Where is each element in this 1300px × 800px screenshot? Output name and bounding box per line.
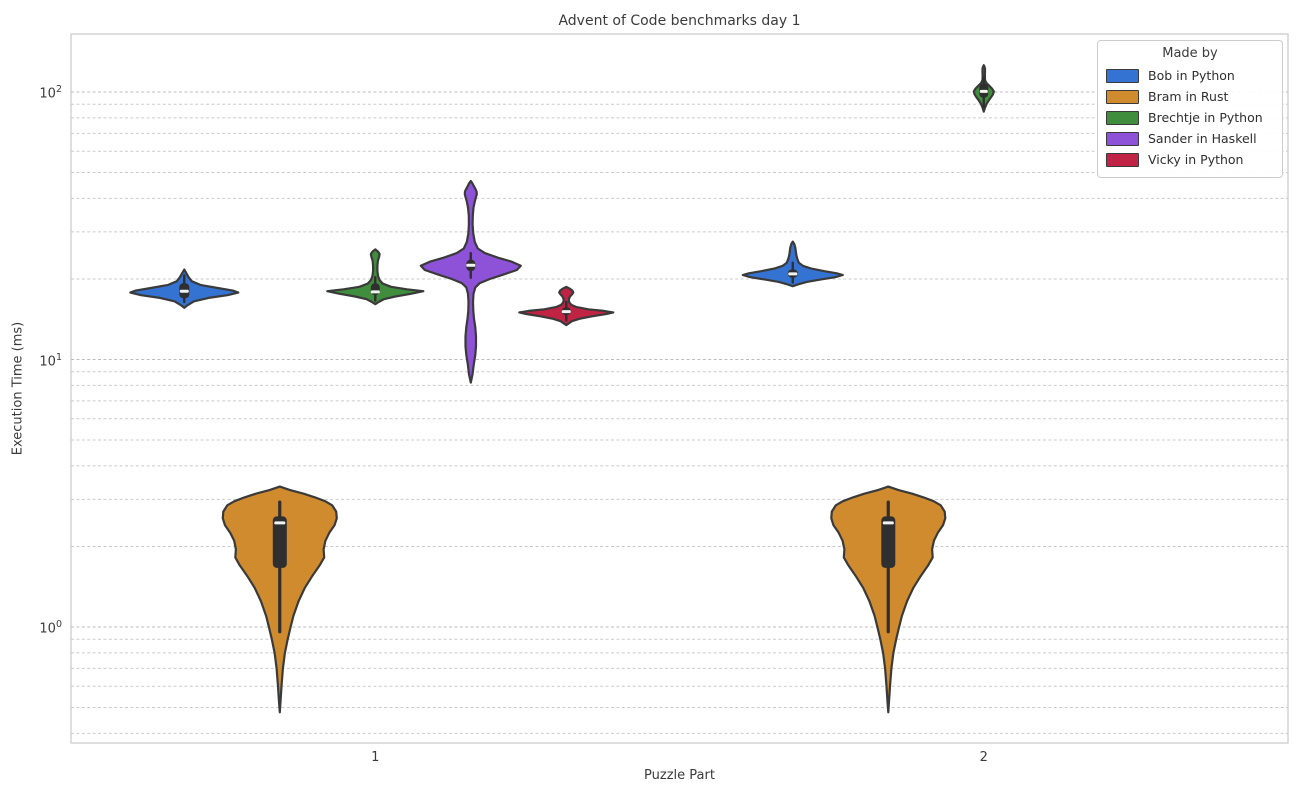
x-axis-label: Puzzle Part: [644, 768, 715, 783]
legend-title: Made by: [1162, 46, 1218, 61]
legend-swatch-sander: [1106, 131, 1139, 146]
gridlines: [71, 91, 1288, 734]
iqr-box: [272, 516, 287, 568]
legend-swatch-bram: [1106, 89, 1139, 104]
violins: [129, 64, 995, 714]
violin-bram-part2: [830, 485, 947, 714]
violin-bob-part1: [129, 268, 240, 309]
violin-brechtje-part1: [326, 248, 425, 306]
legend-item-bob: Bob in Python: [1106, 65, 1274, 86]
legend-swatch-brechtje: [1106, 110, 1139, 125]
median-dash: [179, 289, 189, 293]
iqr-box: [881, 516, 896, 568]
violin-sander-part1: [419, 179, 522, 384]
median-dash: [370, 290, 380, 294]
legend-label: Brechtje in Python: [1148, 110, 1263, 125]
y-tick-label: 100: [39, 619, 62, 637]
violin-vicky-part1: [518, 285, 615, 327]
violin-bram-part1: [221, 485, 338, 714]
legend-label: Bob in Python: [1148, 68, 1235, 83]
legend-label: Vicky in Python: [1148, 152, 1244, 167]
median-dash: [274, 521, 286, 525]
legend: Made by Bob in Python Bram in Rust Brech…: [1097, 40, 1283, 178]
legend-swatch-bob: [1106, 68, 1139, 83]
median-dash: [561, 310, 571, 314]
y-tick-label: 101: [39, 351, 62, 369]
legend-item-sander: Sander in Haskell: [1106, 128, 1274, 149]
median-dash: [788, 272, 798, 276]
x-tick-label: 1: [371, 750, 380, 765]
plot-border: [70, 33, 1289, 744]
legend-label: Bram in Rust: [1148, 89, 1229, 104]
legend-swatch-vicky: [1106, 152, 1139, 167]
legend-item-vicky: Vicky in Python: [1106, 149, 1274, 170]
legend-item-brechtje: Brechtje in Python: [1106, 107, 1274, 128]
violin-brechtje-part2: [972, 64, 995, 113]
median-dash: [466, 263, 476, 267]
x-tick-label: 2: [979, 750, 988, 765]
chart-title: Advent of Code benchmarks day 1: [558, 13, 801, 29]
median-dash: [979, 89, 988, 93]
y-tick-label: 102: [39, 84, 62, 102]
violin-bob-part2: [741, 240, 844, 288]
median-dash: [882, 521, 894, 525]
legend-label: Sander in Haskell: [1148, 131, 1257, 146]
legend-item-bram: Bram in Rust: [1106, 86, 1274, 107]
violin-body: [419, 179, 522, 384]
